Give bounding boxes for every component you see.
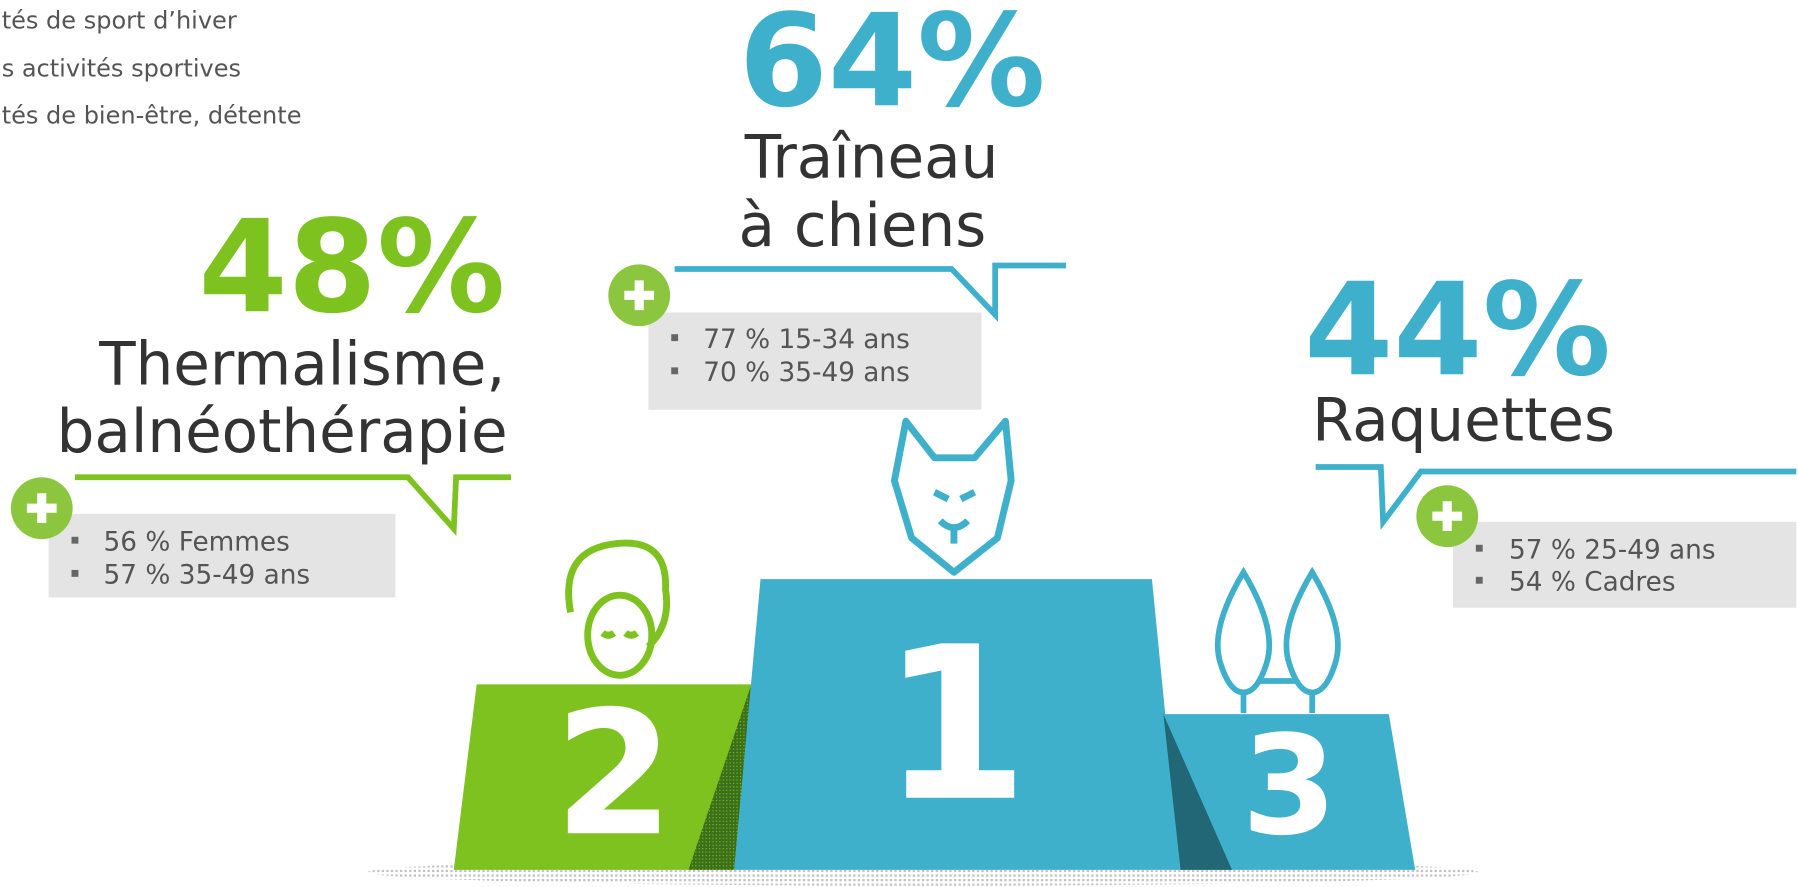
spa-icon [565,539,671,679]
podium-1 [734,579,1181,870]
shade [1163,714,1233,870]
detail: 57 % 35-49 ans [104,561,311,591]
rank: 3 [1241,707,1337,866]
label: balnéothérapie [57,398,508,467]
rank: 2 [554,675,673,874]
legend-item: s activités sportives [2,55,241,83]
detail: 77 % 15-34 ans [703,325,910,355]
shade [688,684,752,870]
snowshoe-icon [1214,566,1341,714]
percent: 64% [739,0,1046,136]
label: à chiens [739,192,987,261]
label: Thermalisme, [98,331,505,400]
podium-2 [453,684,752,870]
plus-icon [10,264,1479,548]
label: Traîneau [744,123,999,192]
percent: 44% [1304,256,1611,405]
callout-line [74,474,512,536]
legend-item: tés de sport d’hiver [2,7,237,35]
detail-box [48,513,396,598]
label: Raquettes [1312,387,1615,456]
percent: 48% [198,193,505,342]
detail: 57 % 25-49 ans [1509,536,1716,566]
podium-3 [1163,714,1416,870]
dog-icon [890,417,1015,576]
legend-item: tés de bien-être, détente [2,102,302,130]
detail: 54 % Cadres [1509,568,1676,598]
callout-line [1315,464,1797,531]
bullets [71,334,1483,584]
detail: 56 % Femmes [104,528,290,558]
detail: 70 % 35-49 ans [703,358,910,388]
detail-box [648,312,982,410]
detail-box [1452,521,1797,608]
rank: 1 [881,601,1028,848]
callout-line [674,262,1067,322]
